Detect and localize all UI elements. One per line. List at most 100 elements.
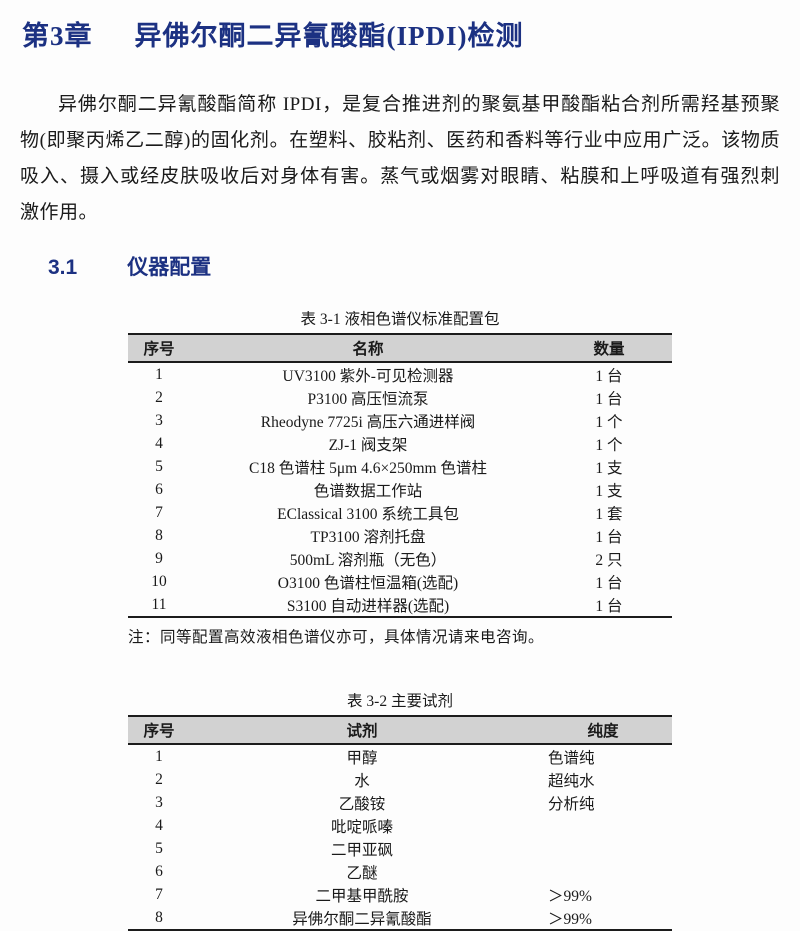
- table1-header: 序号 名称 数量: [128, 333, 672, 363]
- table-cell: 异佛尔酮二异氰酸酯: [190, 906, 534, 931]
- table-cell: 吡啶哌嗪: [330, 818, 393, 836]
- column-header-quantity: 数量: [546, 333, 672, 363]
- table-cell: 色谱数据工作站: [313, 482, 423, 500]
- table-main-reagents: 序号 试剂 纯度 1 甲醇 色谱纯 2 水 超纯水 3 乙酸铵 分析纯 4 吡啶哌嗪 5 二甲亚砜 6 乙醚…: [128, 715, 672, 931]
- table-row: 2 水 超纯水: [128, 768, 672, 791]
- table-cell: 二甲亚砜: [330, 841, 393, 859]
- table-cell: 1 台: [595, 367, 623, 385]
- table-row: 3 Rheodyne 7725i 高压六通进样阀 1 个: [128, 409, 672, 432]
- table-row: 4 ZJ-1 阀支架 1 个: [128, 432, 672, 455]
- table-cell: Rheodyne 7725i 高压六通进样阀: [260, 413, 476, 431]
- table1-body: 1 UV3100 紫外-可见检测器 1 台 2 P3100 高压恒流泵 1 台 3 Rheod…: [128, 362, 672, 618]
- table-cell: 8: [128, 906, 190, 931]
- table-cell: 9: [155, 549, 163, 567]
- table1-note: 注：同等配置高效液相色谱仪亦可，具体情况请来电咨询。: [128, 629, 545, 646]
- table-cell: 5: [155, 839, 163, 857]
- table-cell: 分析纯: [548, 795, 595, 813]
- table-cell: 500mL 溶剂瓶（无色）: [289, 551, 447, 569]
- chapter-number: 第3章: [22, 21, 93, 51]
- table-cell: [534, 814, 672, 837]
- table-cell: 1 台: [595, 574, 623, 592]
- table-cell: 1 台: [595, 528, 623, 546]
- table-cell: EClassical 3100 系统工具包: [277, 505, 459, 523]
- table-cell: 7: [155, 885, 163, 903]
- table-cell: 二甲基甲酰胺: [315, 887, 409, 905]
- table-row: 2 P3100 高压恒流泵 1 台: [128, 386, 672, 409]
- table-cell: [534, 860, 672, 883]
- table-row: 6 色谱数据工作站 1 支: [128, 478, 672, 501]
- table-cell: O3100 色谱柱恒温箱(选配): [277, 574, 459, 592]
- table-cell: 2: [155, 770, 163, 788]
- table-cell: 色谱纯: [548, 749, 595, 767]
- table-cell: 2: [155, 388, 163, 406]
- table-cell: ＞99%: [548, 887, 592, 905]
- table-row: 7 EClassical 3100 系统工具包 1 套: [128, 501, 672, 524]
- table-cell: ZJ-1 阀支架: [328, 436, 408, 454]
- table-cell: 1 支: [595, 482, 623, 500]
- table-cell: 8: [155, 526, 163, 544]
- table-row: 8 TP3100 溶剂托盘 1 台: [128, 524, 672, 547]
- section-number: 3.1: [48, 256, 78, 279]
- table-cell: [534, 837, 672, 860]
- table-row: 5 二甲亚砜: [128, 837, 672, 860]
- table-row: 6 乙醚: [128, 860, 672, 883]
- table2-header: 序号 试剂 纯度: [128, 715, 672, 745]
- table-cell: 水: [354, 772, 370, 790]
- column-header-purity: 纯度: [534, 715, 672, 745]
- table-cell: 7: [155, 503, 163, 521]
- table-cell: P3100 高压恒流泵: [307, 390, 429, 408]
- table-cell: 1 个: [595, 436, 623, 454]
- table-cell: C18 色谱柱 5μm 4.6×250mm 色谱柱: [249, 459, 487, 477]
- table-cell: 2 只: [595, 551, 623, 569]
- column-header-index: 序号: [128, 715, 190, 745]
- table1-caption: 表 3-1 液相色谱仪标准配置包: [300, 311, 500, 328]
- table-row: 1 甲醇 色谱纯: [128, 744, 672, 768]
- table-cell: 6: [155, 480, 163, 498]
- table-cell: 10: [151, 572, 167, 590]
- section-title: 仪器配置: [127, 256, 212, 279]
- table-row: 8 异佛尔酮二异氰酸酯 ＞99%: [128, 906, 672, 931]
- table-row: 4 吡啶哌嗪: [128, 814, 672, 837]
- table-cell: 1 个: [595, 413, 623, 431]
- table-cell: 1 台: [595, 390, 623, 408]
- table-cell: 11: [128, 593, 190, 618]
- table-cell: 4: [155, 816, 163, 834]
- column-header-index: 序号: [128, 333, 190, 363]
- table-cell: 1: [155, 747, 163, 765]
- table-cell: 3: [155, 411, 163, 429]
- chapter-title: 异佛尔酮二异氰酸酯(IPDI)检测: [134, 21, 524, 51]
- table2-body: 1 甲醇 色谱纯 2 水 超纯水 3 乙酸铵 分析纯 4 吡啶哌嗪 5 二甲亚砜 6 乙醚 7 二甲基甲酰胺 ＞9…: [128, 744, 672, 931]
- table-row: 3 乙酸铵 分析纯: [128, 791, 672, 814]
- column-header-reagent: 试剂: [190, 715, 534, 745]
- table-cell: 超纯水: [548, 772, 595, 790]
- table-cell: 1 套: [595, 505, 623, 523]
- table-row: 11 S3100 自动进样器(选配) 1 台: [128, 593, 672, 618]
- section-heading: 3.1 仪器配置: [0, 251, 800, 281]
- table-cell: 1 支: [595, 459, 623, 477]
- table-cell: 1 台: [546, 593, 672, 618]
- table-cell: 4: [155, 434, 163, 452]
- table-row: 5 C18 色谱柱 5μm 4.6×250mm 色谱柱 1 支: [128, 455, 672, 478]
- chapter-heading: 第3章 异佛尔酮二异氰酸酯(IPDI)检测: [0, 0, 800, 53]
- table-cell: 乙酸铵: [338, 795, 386, 813]
- table-instrument-configuration: 序号 名称 数量 1 UV3100 紫外-可见检测器 1 台 2 P3100 高压恒流泵…: [128, 333, 672, 618]
- intro-paragraph: 异佛尔酮二异氰酸酯简称 IPDI，是复合推进剂的聚氨基甲酸酯粘合剂所需羟基预聚物…: [20, 94, 780, 223]
- table-cell: UV3100 紫外-可见检测器: [282, 367, 454, 385]
- table-row: 9 500mL 溶剂瓶（无色） 2 只: [128, 547, 672, 570]
- table-cell: 6: [155, 862, 163, 880]
- table-cell: 甲醇: [346, 749, 378, 767]
- table2-caption: 表 3-2 主要试剂: [347, 693, 453, 710]
- table-header-row: 序号 名称 数量: [128, 333, 672, 363]
- table-row: 7 二甲基甲酰胺 ＞99%: [128, 883, 672, 906]
- table-cell: 1: [155, 365, 163, 383]
- table-cell: 5: [155, 457, 163, 475]
- column-header-name: 名称: [190, 333, 546, 363]
- table-row: 1 UV3100 紫外-可见检测器 1 台: [128, 362, 672, 386]
- table-cell: S3100 自动进样器(选配): [190, 593, 546, 618]
- table-cell: TP3100 溶剂托盘: [310, 528, 426, 546]
- table-header-row: 序号 试剂 纯度: [128, 715, 672, 745]
- table-cell: 乙醚: [346, 864, 378, 882]
- table-row: 10 O3100 色谱柱恒温箱(选配) 1 台: [128, 570, 672, 593]
- table-cell: ＞99%: [534, 906, 672, 931]
